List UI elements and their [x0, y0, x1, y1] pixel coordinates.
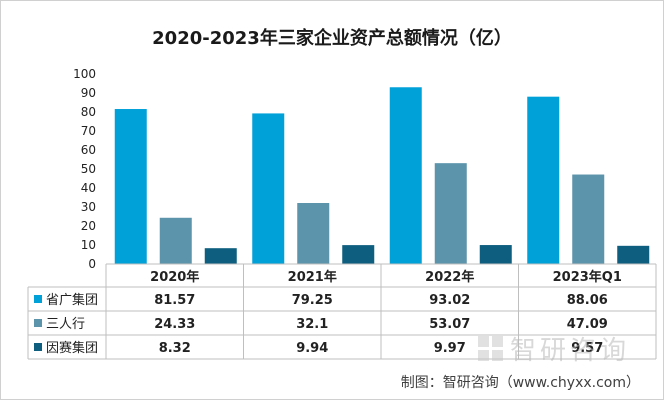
- y-tick-label: 70: [81, 124, 96, 138]
- x-tick-label: 2020年: [150, 269, 199, 285]
- y-tick-label: 80: [81, 105, 96, 119]
- bar: [159, 217, 192, 264]
- y-tick-label: 40: [81, 181, 96, 195]
- data-label: 9.97: [434, 341, 466, 356]
- bar: [342, 245, 375, 264]
- y-tick-label: 50: [81, 162, 96, 176]
- x-tick-label: 2021年: [288, 269, 337, 285]
- x-tick-label: 2023年Q1: [553, 269, 622, 285]
- bar: [297, 203, 330, 264]
- y-tick-label: 10: [81, 238, 96, 252]
- data-label: 81.57: [154, 293, 195, 308]
- data-label: 9.94: [296, 341, 328, 356]
- y-tick-label: 60: [81, 143, 96, 157]
- legend-label: 省广集团: [46, 292, 98, 308]
- y-tick-label: 30: [81, 200, 96, 214]
- data-label: 93.02: [429, 293, 470, 308]
- data-label: 32.1: [296, 317, 328, 332]
- chart-title: 2020-2023年三家企业资产总额情况（亿）: [152, 27, 512, 49]
- legend-label: 三人行: [46, 317, 85, 332]
- bar: [204, 248, 237, 264]
- bar: [617, 245, 650, 264]
- bar: [114, 109, 147, 264]
- data-label: 88.06: [567, 293, 608, 308]
- data-label: 79.25: [292, 293, 333, 308]
- bar: [479, 245, 512, 264]
- data-label: 8.32: [159, 341, 191, 356]
- bar: [389, 87, 422, 265]
- data-label: 53.07: [429, 317, 470, 332]
- x-tick-label: 2022年: [425, 269, 474, 285]
- y-tick-label: 20: [81, 219, 96, 233]
- bar: [434, 163, 467, 264]
- legend-swatch: [34, 343, 42, 351]
- y-tick-label: 90: [81, 86, 96, 100]
- bar: [527, 96, 560, 264]
- legend-swatch: [34, 295, 42, 303]
- data-label: 24.33: [154, 317, 195, 332]
- legend-swatch: [34, 319, 42, 327]
- watermark-logo-icon: [478, 335, 503, 361]
- legend-label: 因赛集团: [46, 340, 98, 356]
- y-tick-label: 0: [88, 257, 96, 271]
- data-label: 9.57: [571, 341, 603, 356]
- chart-credit: 制图：智研咨询（www.chyxx.com）: [400, 375, 640, 391]
- bar: [572, 174, 605, 264]
- watermark-text: 智研咨询: [510, 336, 631, 366]
- y-tick-label: 100: [73, 67, 96, 81]
- data-label: 47.09: [567, 317, 608, 332]
- bar: [252, 113, 285, 264]
- watermark: 智研咨询: [476, 330, 630, 367]
